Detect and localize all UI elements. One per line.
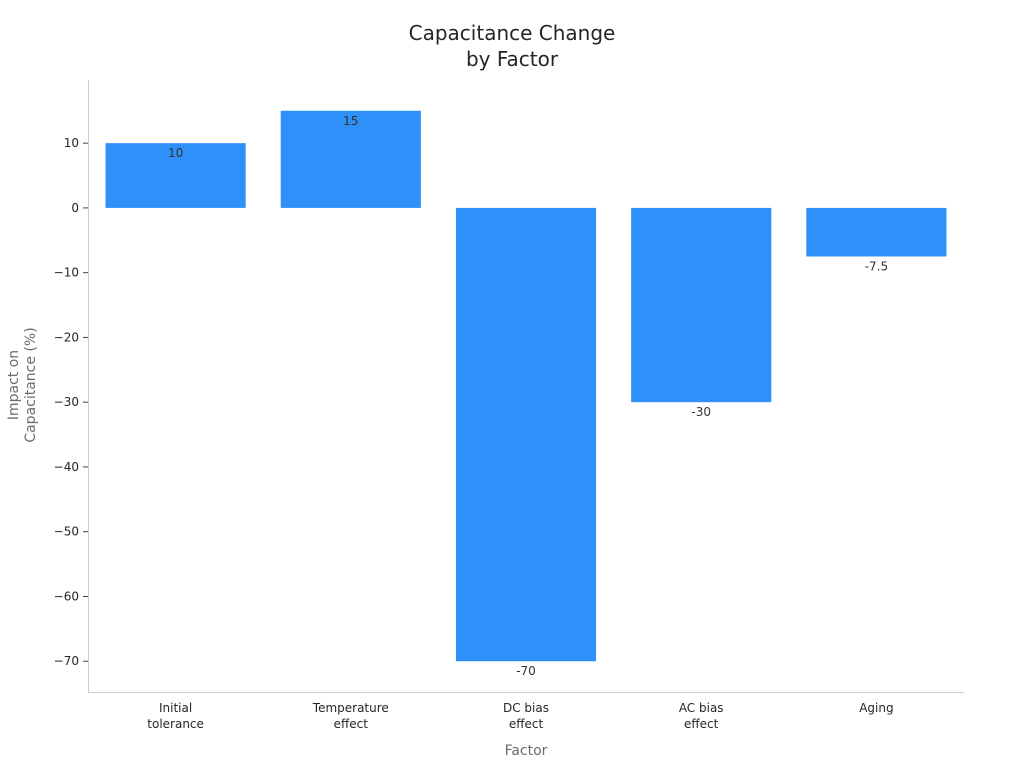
- y-axis-label-line-2: Capacitance (%): [23, 327, 39, 442]
- x-tick-label-line: effect: [334, 717, 369, 731]
- y-tick-label: −70: [54, 654, 79, 668]
- x-tick-label-line: effect: [509, 717, 544, 731]
- chart-title: Capacitance Change by Factor: [409, 21, 616, 71]
- x-tick-label-line: DC bias: [503, 701, 549, 715]
- bars-group: [105, 110, 947, 662]
- x-tick-label: Initial tolerance: [147, 701, 204, 731]
- x-tick-label: DC bias effect: [503, 701, 549, 731]
- x-axis-label: Factor: [505, 743, 548, 759]
- x-tick-label: AC bias effect: [679, 701, 724, 731]
- y-tick-label: −50: [54, 525, 79, 539]
- y-axis-label: Impact on Capacitance (%): [6, 327, 39, 442]
- x-tick-label: Temperature effect: [312, 701, 389, 731]
- x-tick-label-line: effect: [684, 717, 719, 731]
- y-tick-label: −30: [54, 395, 79, 409]
- x-tick-label-line: AC bias: [679, 701, 724, 715]
- x-tick-label: Aging: [859, 701, 893, 715]
- bar-2: [280, 110, 421, 208]
- y-ticks-group: 10 0 −10 −20 −30 −40 −50 −60 −70: [54, 136, 88, 668]
- data-label-4: -30: [691, 405, 711, 419]
- y-tick-label: −20: [54, 330, 79, 344]
- chart-title-line-1: Capacitance Change: [409, 21, 616, 45]
- data-labels-group: 10 15 -70 -30 -7.5: [168, 114, 888, 678]
- bar-3: [455, 207, 597, 662]
- bar-5: [806, 207, 947, 257]
- y-tick-label: 0: [71, 201, 79, 215]
- data-label-5: -7.5: [865, 259, 888, 273]
- y-tick-label: 10: [64, 136, 79, 150]
- chart-title-line-2: by Factor: [466, 47, 559, 71]
- y-tick-label: −10: [54, 266, 79, 280]
- y-axis-label-line-1: Impact on: [6, 350, 22, 420]
- data-label-1: 10: [168, 146, 183, 160]
- data-label-2: 15: [343, 114, 358, 128]
- bar-4: [631, 207, 772, 403]
- data-label-3: -70: [516, 664, 536, 678]
- x-tick-label-line: tolerance: [147, 717, 204, 731]
- x-tick-label-line: Initial: [159, 701, 192, 715]
- y-tick-label: −60: [54, 589, 79, 603]
- x-tick-label-line: Temperature: [312, 701, 389, 715]
- y-tick-label: −40: [54, 460, 79, 474]
- bar-1: [105, 143, 246, 208]
- x-tick-label-line: Aging: [859, 701, 893, 715]
